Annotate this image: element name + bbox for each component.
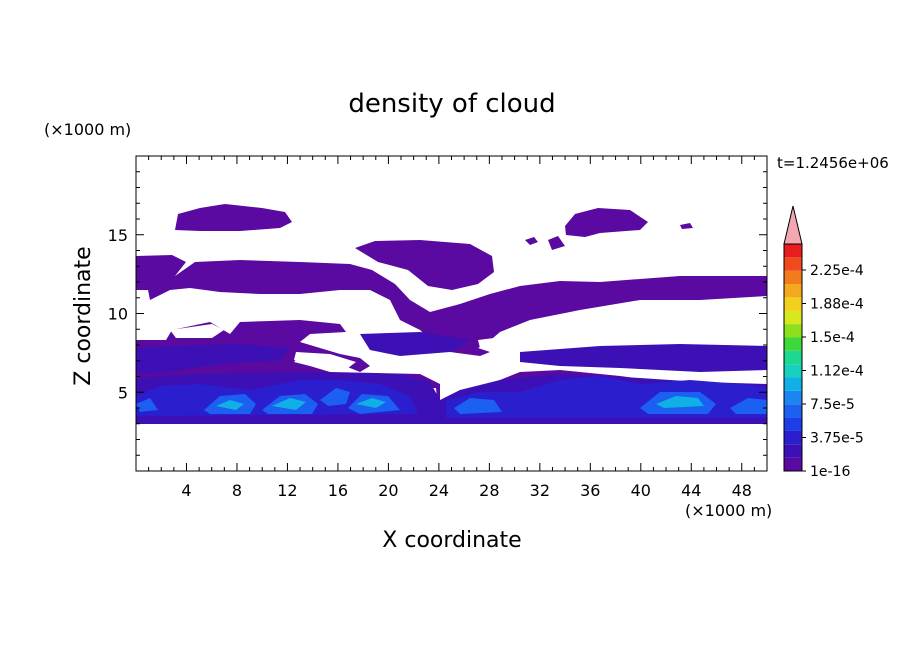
colorbar-label: 1.88e-4 [810, 297, 864, 313]
x-tick-label: 48 [732, 481, 752, 500]
colorbar-swatch [784, 430, 802, 445]
clear-gap-5 [136, 290, 150, 302]
colorbar-label: 1.5e-4 [810, 330, 855, 346]
x-tick-label: 40 [631, 481, 651, 500]
peak-1 [216, 400, 244, 410]
colorbar-label: 3.75e-5 [810, 431, 864, 447]
x-tick-label: 16 [328, 481, 348, 500]
colorbar-swatch [784, 390, 802, 405]
core-6 [454, 398, 502, 414]
cloud-patch-dot [525, 237, 538, 245]
x-tick-label: 20 [378, 481, 398, 500]
colorbar-label: 1.12e-4 [810, 364, 864, 380]
x-tick-label: 44 [681, 481, 701, 500]
y-axis-label: Z coordinate [71, 246, 96, 385]
y-tick-label: 5 [118, 383, 128, 402]
x-tick-label: 32 [530, 481, 550, 500]
x-axis-label: X coordinate [382, 528, 521, 553]
colorbar-swatch [784, 377, 802, 391]
y-axis-tick-labels: 5 10 15 [108, 226, 128, 403]
mid-band-right [520, 344, 767, 372]
dense-base [136, 380, 418, 416]
colorbar-swatch [784, 337, 802, 351]
chart-title: density of cloud [348, 89, 555, 119]
cloud-patch-upper-right [565, 208, 648, 237]
peak-2 [272, 398, 306, 410]
colorbar-swatch [784, 457, 802, 471]
clear-gap-1 [170, 324, 224, 338]
core-1 [136, 398, 158, 412]
y-unit-label: (×1000 m) [44, 120, 131, 139]
colorbar-swatch [784, 310, 802, 325]
cloud-patch-upper-left [175, 204, 292, 231]
cloud-patch-dot2 [548, 236, 565, 250]
cloud-patch-anvil [355, 240, 494, 290]
colorbar-swatch [784, 297, 802, 311]
clear-gap-3 [478, 338, 498, 348]
colorbar-labels: 2.25e-4 1.88e-4 1.5e-4 1.12e-4 7.5e-5 3.75e-5… [810, 263, 864, 480]
colorbar-swatch [784, 444, 802, 458]
colorbar-swatch [784, 284, 802, 298]
x-tick-label: 24 [429, 481, 449, 500]
colorbar-label: 7.5e-5 [810, 397, 855, 413]
time-label: t=1.2456e+06 [777, 154, 889, 172]
colorbar-swatch [784, 404, 802, 418]
colorbar-extend-arrow [783, 205, 803, 245]
x-tick-label: 12 [277, 481, 297, 500]
mid-band-center [360, 332, 470, 356]
colorbar-swatch [784, 364, 802, 378]
mid-band-left [136, 344, 290, 374]
cloud-patch-dot3 [680, 223, 693, 229]
colorbar-swatch [784, 244, 802, 258]
colorbar-swatch [784, 270, 802, 285]
x-axis-tick-labels: 4 8 12 16 20 24 28 32 36 40 44 48 [181, 481, 752, 500]
peak-4 [656, 396, 704, 408]
colorbar [783, 205, 806, 472]
core-4 [320, 388, 350, 406]
x-tick-label: 28 [479, 481, 499, 500]
x-axis-ticks [148, 156, 755, 471]
colorbar-swatch [784, 257, 802, 271]
x-tick-label: 36 [580, 481, 600, 500]
peak-3 [356, 398, 386, 408]
colorbar-swatch [784, 350, 802, 365]
colorbar-label: 1e-16 [810, 464, 850, 480]
x-tick-label: 4 [181, 481, 191, 500]
y-tick-label: 15 [108, 226, 128, 245]
colorbar-swatch [784, 324, 802, 338]
core-8 [730, 398, 767, 414]
cloud-layer-peak [216, 396, 704, 410]
colorbar-label: 2.25e-4 [810, 263, 864, 279]
colorbar-swatch [784, 417, 802, 431]
clear-gap-2 [294, 352, 356, 368]
x-unit-label: (×1000 m) [685, 501, 772, 520]
x-tick-label: 8 [232, 481, 242, 500]
y-tick-label: 10 [108, 305, 128, 324]
plot-area [136, 204, 767, 424]
y-axis-ticks [136, 171, 767, 456]
